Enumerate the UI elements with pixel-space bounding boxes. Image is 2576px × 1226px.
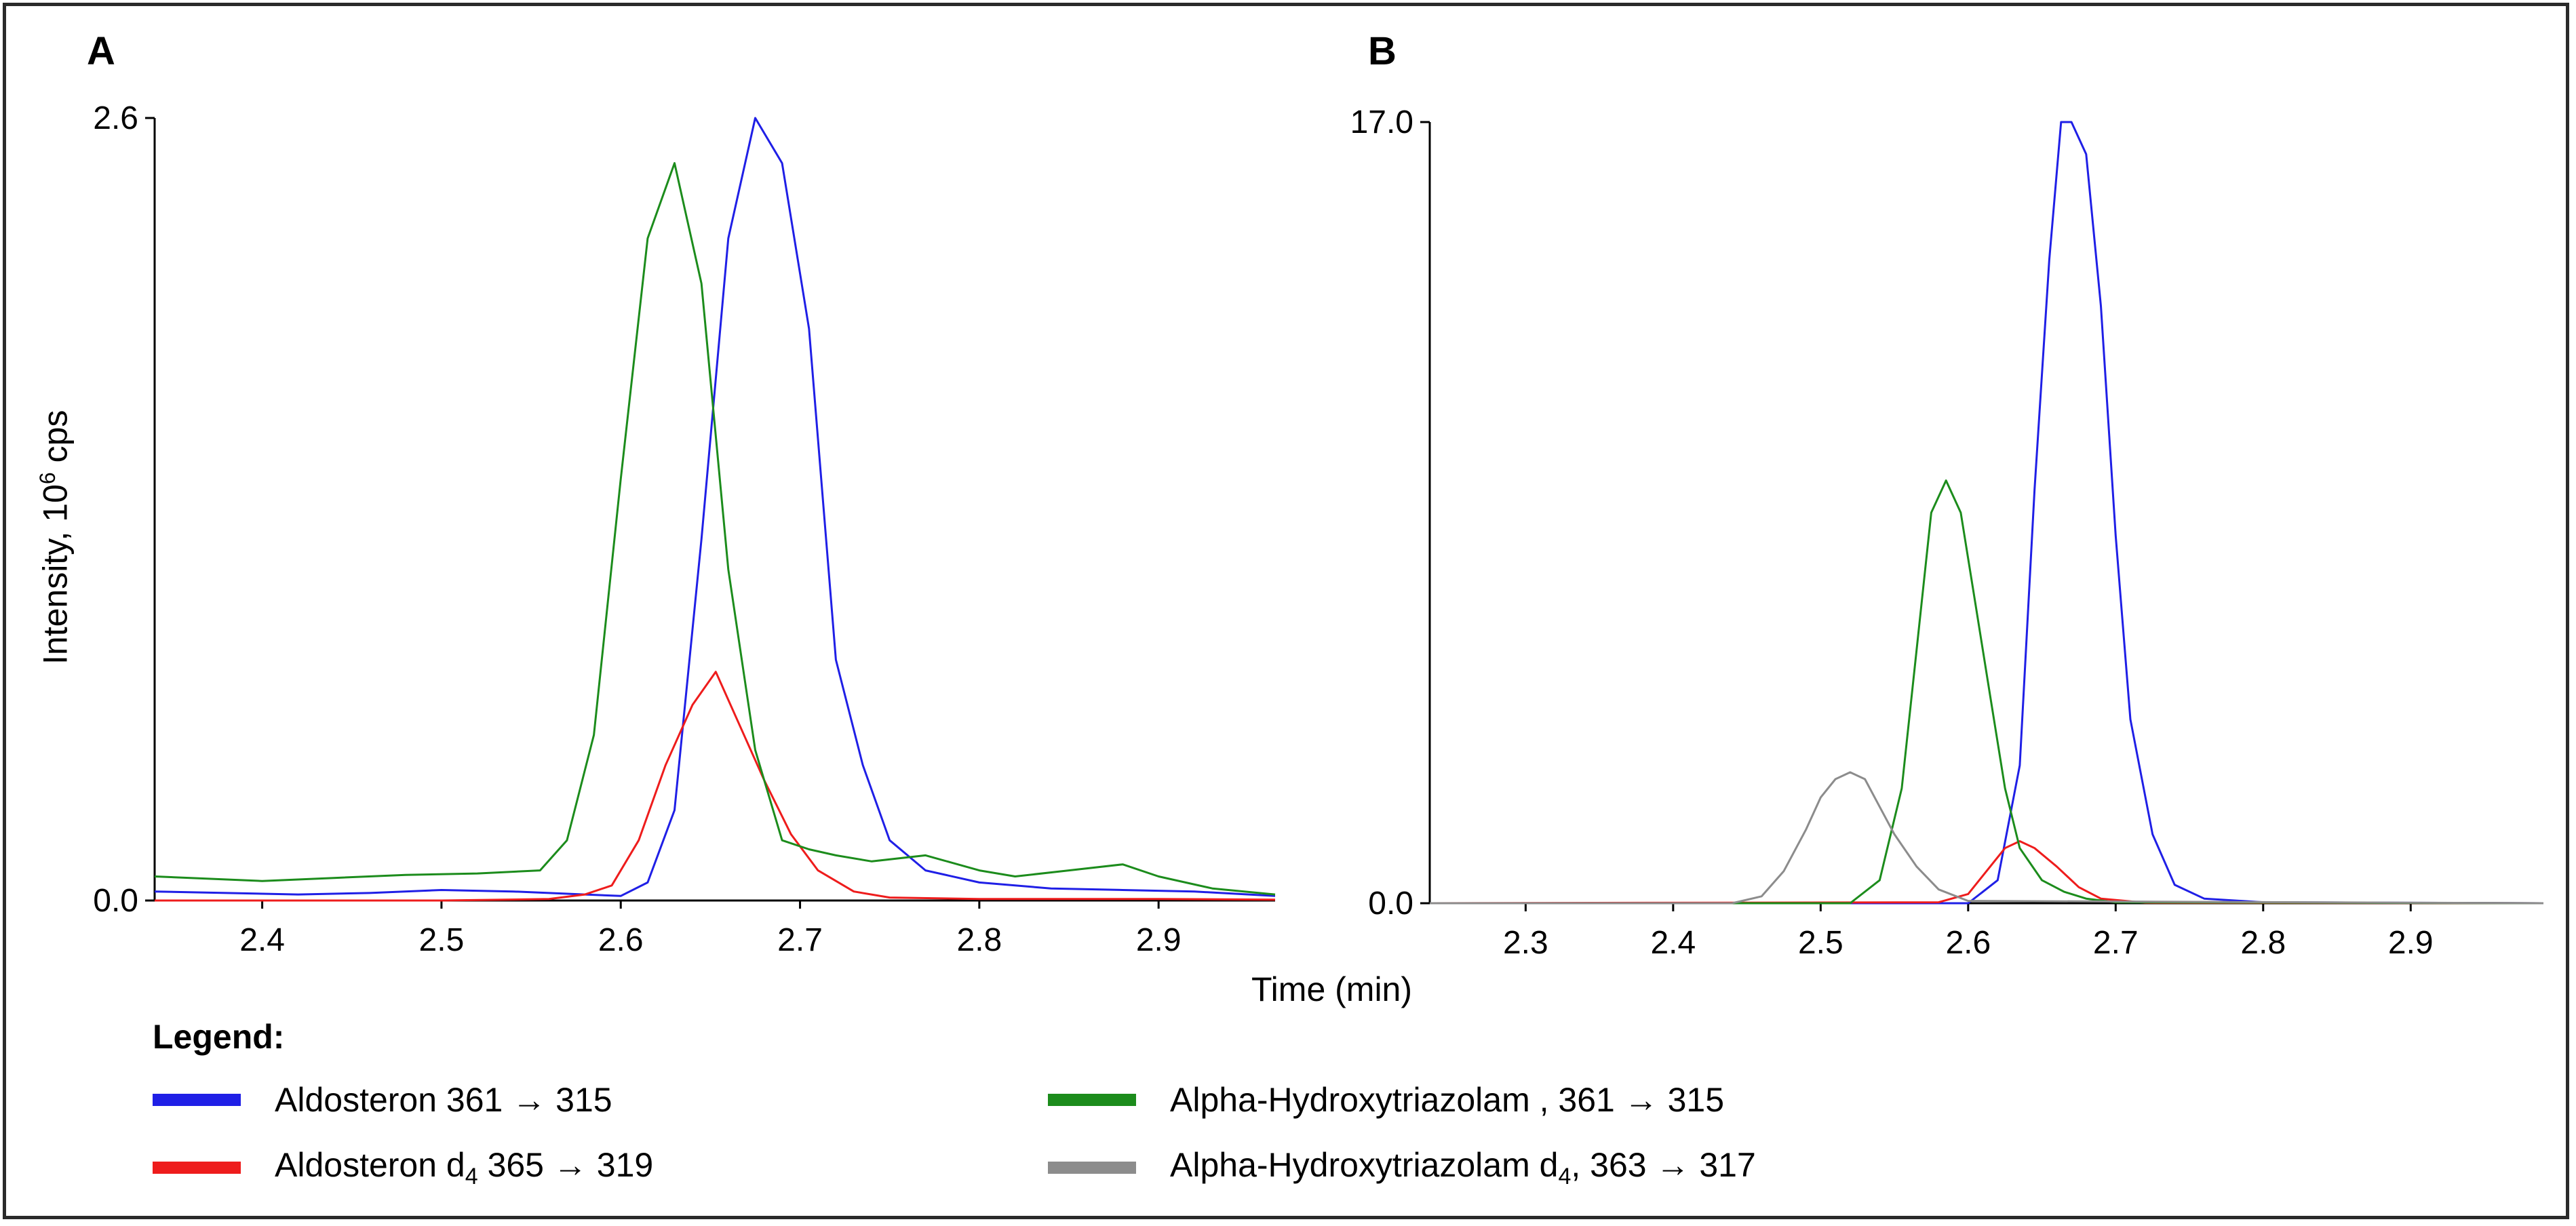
legend-item: Aldosteron 361 → 315 — [153, 1080, 612, 1120]
x-axis-label: Time (min) — [1251, 970, 1413, 1008]
panel-b-x-tick-label: 2.6 — [1945, 925, 1991, 961]
panel-a-series-line — [154, 117, 1276, 897]
legend-item: Alpha-Hydroxytriazolam , 361 → 315 — [1048, 1080, 1724, 1120]
panel-a-x-tick-label: 2.6 — [598, 922, 644, 958]
panel-a-x-tick-label: 2.7 — [777, 922, 823, 958]
panel-a-x-tick-label: 2.8 — [957, 922, 1002, 958]
panel-b-x-tick-label: 2.3 — [1503, 925, 1548, 961]
legend-item: Aldosteron d4 365 → 319 — [153, 1146, 654, 1189]
legend-label: Alpha-Hydroxytriazolam , 361 → 315 — [1170, 1081, 1725, 1119]
panel-b-series-line — [1430, 771, 2544, 905]
legend-label: Alpha-Hydroxytriazolam d4, 363 → 317 — [1170, 1146, 1756, 1189]
legend-title: Legend: — [153, 1018, 285, 1056]
legend-item: Alpha-Hydroxytriazolam d4, 363 → 317 — [1048, 1146, 1756, 1189]
panel-b-x-tick-label: 2.5 — [1798, 925, 1843, 961]
panel-b-series-line — [1430, 479, 2544, 905]
legend-swatch — [153, 1094, 241, 1106]
panel-b-series-line — [1429, 840, 2544, 905]
panel-a-x-tick-label: 2.5 — [419, 922, 465, 958]
panel-a-x-tick-label: 2.4 — [239, 922, 285, 958]
legend-swatch — [153, 1162, 241, 1174]
figure-frame — [3, 3, 2569, 1219]
panel-a-y-tick-label: 2.6 — [93, 100, 138, 136]
legend-label: Aldosteron 361 → 315 — [275, 1081, 612, 1119]
panel-b-series-line — [1430, 121, 2544, 905]
panel-b-x-tick-label: 2.8 — [2240, 925, 2286, 961]
panel-b-y-tick-label: 0.0 — [1368, 886, 1413, 922]
panel-b-x-tick-label: 2.4 — [1650, 925, 1696, 961]
legend-label: Aldosteron d4 365 → 319 — [275, 1146, 654, 1189]
panel-a-series-line — [155, 671, 1276, 902]
legend-swatch — [1048, 1094, 1136, 1106]
panel-a-label: A — [87, 29, 115, 73]
panel-a-x-tick-label: 2.9 — [1136, 922, 1182, 958]
panel-b-x-tick-label: 2.7 — [2093, 925, 2139, 961]
panel-b-y-tick-label: 17.0 — [1350, 104, 1413, 140]
panel-a-series-line — [154, 162, 1276, 896]
panel-a-y-tick-label: 0.0 — [93, 883, 138, 919]
legend-swatch — [1048, 1162, 1136, 1174]
panel-b-label: B — [1368, 29, 1397, 73]
panel-b-x-tick-label: 2.9 — [2388, 925, 2434, 961]
